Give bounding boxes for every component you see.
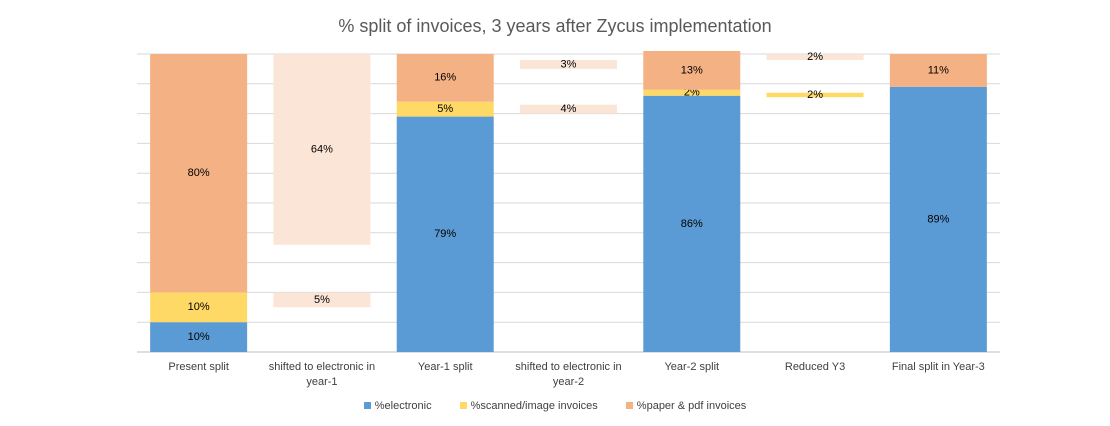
bar-segment	[889, 86, 987, 352]
bar-segment	[150, 54, 248, 293]
legend-label: %paper & pdf invoices	[636, 400, 747, 412]
bar-segment	[150, 322, 248, 352]
data-label: 4%	[561, 103, 577, 115]
data-label: 16%	[434, 72, 456, 84]
bar-segment	[889, 54, 987, 87]
bar-segment	[643, 89, 741, 96]
data-label: 3%	[561, 58, 577, 70]
legend-swatch	[459, 402, 467, 409]
bar-segment	[643, 51, 741, 90]
data-label: 86%	[681, 218, 703, 230]
x-tick-label: shifted to electronic in year-2	[515, 361, 622, 388]
data-label: 89%	[927, 213, 949, 225]
data-label: 79%	[434, 228, 456, 240]
floating-segment	[273, 292, 371, 308]
bar-segment	[396, 54, 494, 102]
bar-segment	[396, 101, 494, 117]
x-tick-label: shifted to electronic in year-1	[268, 361, 376, 388]
data-label: 64%	[311, 143, 333, 155]
x-tick-label: Year-2 split	[664, 361, 720, 373]
data-label: 5%	[437, 103, 453, 115]
legend-item: %paper & pdf invoices	[625, 400, 747, 412]
legend-label: %electronic	[374, 400, 432, 412]
data-label: 5%	[314, 294, 330, 306]
x-tick-label: Year-1 split	[417, 361, 473, 373]
bar-segment	[396, 116, 494, 352]
data-label: 10%	[188, 301, 210, 313]
data-label: 11%	[928, 64, 949, 76]
floating-segment	[766, 54, 864, 60]
floating-segment	[766, 92, 864, 98]
floating-segment	[273, 54, 371, 245]
data-label: 10%	[188, 331, 210, 343]
bar-segment	[150, 292, 248, 323]
x-tick-label: Present split	[168, 361, 229, 373]
chart-title: % split of invoices, 3 years after Zycus…	[338, 16, 771, 36]
data-label: 13%	[681, 64, 703, 76]
legend-swatch	[363, 402, 371, 409]
legend: %electronic %scanned/image invoices %paper…	[0, 400, 1110, 412]
data-label: 80%	[188, 167, 210, 179]
bar-segment	[643, 95, 741, 352]
floating-segment	[520, 59, 617, 69]
legend-label: %scanned/image invoices	[470, 400, 598, 412]
legend-item: %electronic	[363, 400, 432, 412]
legend-swatch	[625, 402, 633, 409]
x-tick-label: Final split in Year-3	[891, 361, 985, 373]
x-tick-label: Reduced Y3	[784, 361, 846, 373]
floating-segment	[520, 104, 617, 114]
data-label: 2%	[807, 89, 823, 101]
legend-item: %scanned/image invoices	[459, 400, 598, 412]
data-label: 2%	[807, 51, 823, 63]
